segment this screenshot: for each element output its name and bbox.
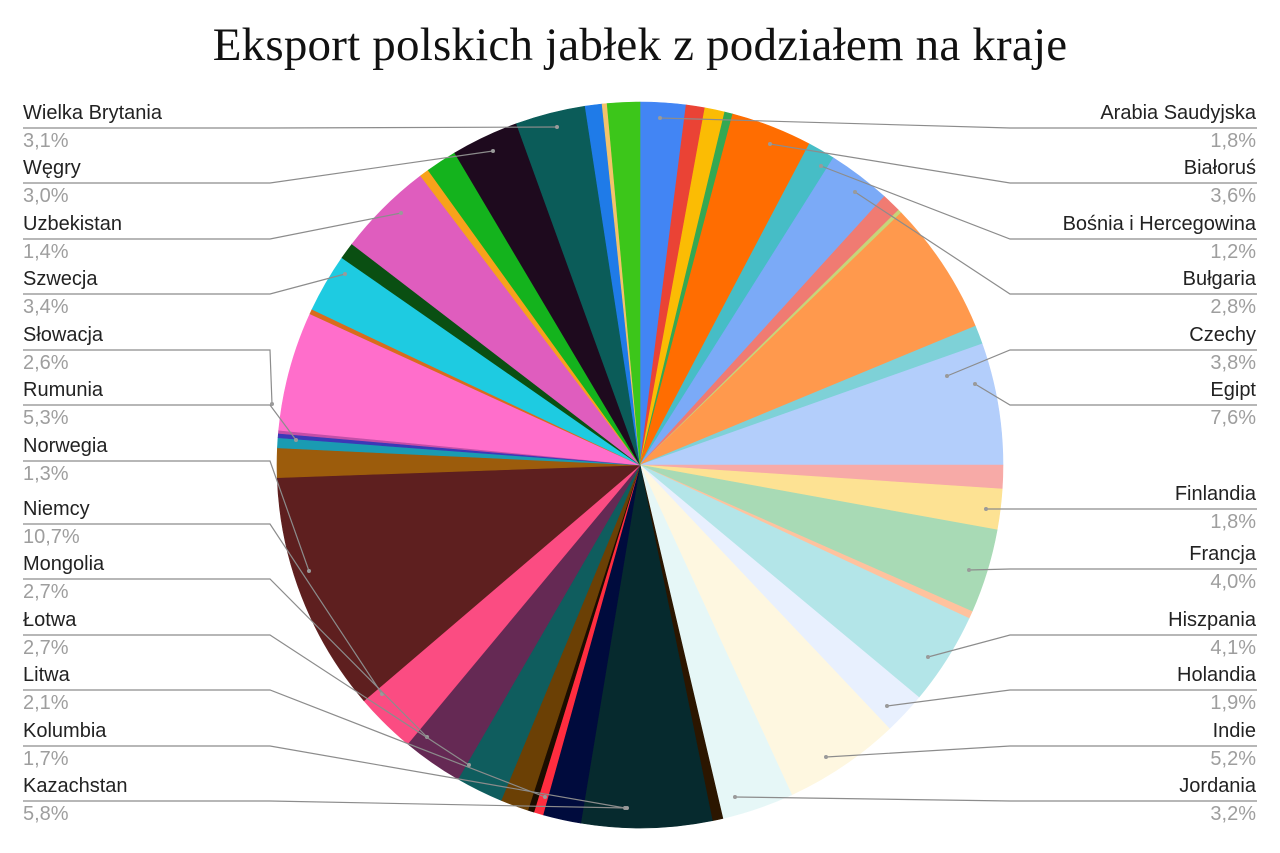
- leader-line: [23, 634, 470, 766]
- slice-label-name: Egipt: [1210, 379, 1256, 401]
- slice-label-name: Bułgaria: [1182, 268, 1256, 290]
- slice-label-name: Kazachstan: [23, 775, 128, 797]
- leader-line: [886, 689, 1257, 707]
- slice-label-name: Hiszpania: [1168, 609, 1256, 631]
- slice-label-percent: 5,2%: [1210, 748, 1256, 770]
- leader-line: [854, 191, 1257, 295]
- leader-line: [23, 150, 494, 184]
- leader-line: [968, 568, 1257, 571]
- leader-line: [974, 383, 1257, 406]
- leader-line: [23, 126, 558, 129]
- leader-line: [825, 745, 1257, 758]
- pie-slice: [639, 212, 976, 466]
- leader-line: [23, 578, 428, 738]
- slice-label-percent: 1,9%: [1210, 692, 1256, 714]
- leader-line: [23, 745, 626, 809]
- slice-label-percent: 4,1%: [1210, 637, 1256, 659]
- pie-slice: [606, 101, 641, 466]
- slice-label-percent: 1,4%: [23, 241, 69, 263]
- slice-label-percent: 5,3%: [23, 407, 69, 429]
- slice-label-name: Arabia Saudyjska: [1100, 102, 1256, 124]
- slice-label-percent: 2,7%: [23, 637, 69, 659]
- slice-label-name: Bośnia i Hercegowina: [1062, 213, 1256, 235]
- leader-line: [769, 143, 1257, 184]
- slice-label-percent: 2,7%: [23, 581, 69, 603]
- leader-line: [23, 689, 546, 798]
- leader-line: [23, 349, 273, 405]
- slice-label-percent: 3,6%: [1210, 185, 1256, 207]
- leader-line: [23, 523, 383, 695]
- leader-line: [659, 117, 1257, 129]
- slice-label-percent: 3,1%: [23, 130, 69, 152]
- leader-line: [927, 634, 1257, 658]
- slice-label-name: Holandia: [1177, 664, 1256, 686]
- slice-label-percent: 7,6%: [1210, 407, 1256, 429]
- slice-label-name: Łotwa: [23, 609, 77, 631]
- slice-label-percent: 3,8%: [1210, 352, 1256, 374]
- leader-line: [23, 460, 310, 572]
- slice-label-percent: 3,4%: [23, 296, 69, 318]
- slice-label-percent: 5,8%: [23, 803, 69, 825]
- slice-label-name: Francja: [1189, 543, 1256, 565]
- slice-label-percent: 2,1%: [23, 692, 69, 714]
- chart-title: Eksport polskich jabłek z podziałem na k…: [212, 19, 1068, 71]
- pie-slice: [580, 464, 713, 829]
- slice-label-name: Szwecja: [23, 268, 98, 290]
- slice-label-percent: 2,6%: [23, 352, 69, 374]
- slice-label-name: Rumunia: [23, 379, 104, 401]
- pie-slices: [276, 101, 1004, 829]
- slice-label-percent: 3,0%: [23, 185, 69, 207]
- leader-line: [23, 800, 628, 809]
- slice-label-percent: 3,2%: [1210, 803, 1256, 825]
- slice-label-name: Czechy: [1189, 324, 1256, 346]
- leader-line: [23, 404, 297, 441]
- slice-label-name: Finlandia: [1174, 483, 1256, 505]
- slice-label-percent: 1,8%: [1210, 511, 1256, 533]
- leader-line: [734, 796, 1257, 802]
- slice-label-name: Kolumbia: [23, 720, 107, 742]
- leader-line: [23, 212, 402, 240]
- slice-label-name: Uzbekistan: [23, 213, 122, 235]
- slice-label-name: Węgry: [23, 157, 81, 179]
- leader-line: [946, 349, 1257, 377]
- slice-label-name: Litwa: [23, 664, 70, 686]
- slice-label-percent: 1,2%: [1210, 241, 1256, 263]
- leader-line: [820, 165, 1257, 240]
- slice-label-name: Wielka Brytania: [23, 102, 162, 124]
- leader-line: [23, 273, 346, 295]
- slice-label-name: Jordania: [1179, 775, 1256, 797]
- slice-label-name: Mongolia: [23, 553, 105, 575]
- slice-label-percent: 2,8%: [1210, 296, 1256, 318]
- slice-label-name: Norwegia: [23, 435, 108, 457]
- slice-label-name: Słowacja: [23, 324, 104, 346]
- slice-label-percent: 10,7%: [23, 526, 80, 548]
- slice-label-name: Białoruś: [1183, 157, 1256, 179]
- slice-label-percent: 1,7%: [23, 748, 69, 770]
- slice-label-percent: 4,0%: [1210, 571, 1256, 593]
- slice-label-percent: 1,8%: [1210, 130, 1256, 152]
- slice-label-name: Niemcy: [23, 498, 90, 520]
- pie-slice: [276, 464, 641, 702]
- slice-label-name: Indie: [1212, 720, 1256, 742]
- leader-lines: [23, 116, 1257, 810]
- slice-label-percent: 1,3%: [23, 463, 69, 485]
